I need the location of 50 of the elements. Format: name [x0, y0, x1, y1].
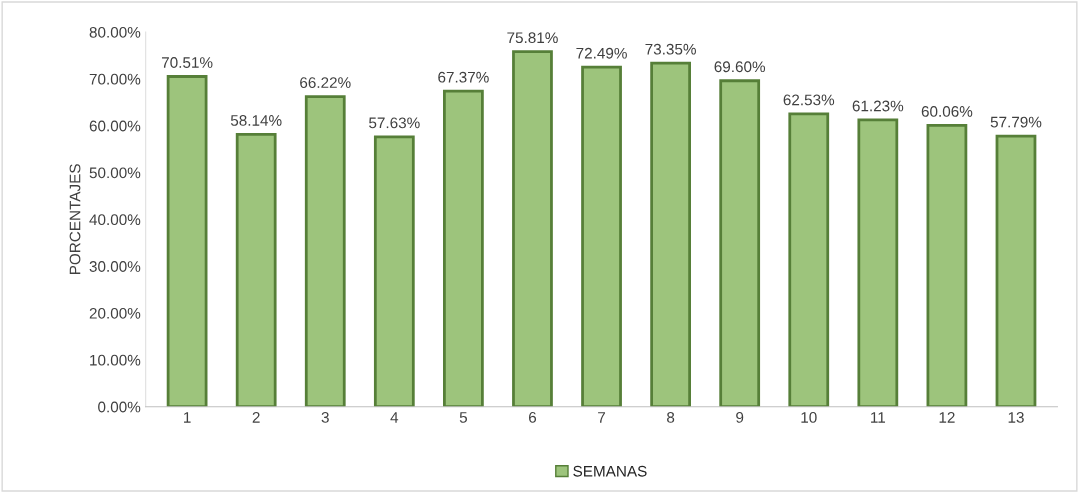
text: 72.49% [576, 47, 627, 59]
bar [235, 133, 277, 407]
text: 61.23% [852, 100, 904, 112]
x-tick-label: 13 [1008, 411, 1024, 423]
text: 62.53% [783, 94, 835, 106]
bar [166, 75, 208, 407]
y-tick-label: 40.00% [89, 214, 141, 226]
x-tick-label: 9 [736, 411, 744, 423]
bar [995, 134, 1037, 407]
text: 67.37% [438, 71, 489, 83]
bar [581, 65, 622, 407]
y-tick-label: 10.00% [90, 354, 141, 366]
text: 58.14% [230, 115, 282, 126]
x-tick-label: 1 [184, 412, 191, 423]
x-tick-label: 8 [667, 411, 675, 423]
text: 70.51% [161, 57, 213, 68]
x-tick-label: 4 [390, 412, 399, 423]
y-tick-label: 30.00% [89, 261, 141, 272]
y-tick-label: 20.00% [89, 307, 141, 319]
y-axis-title: PORCENTAJES [69, 164, 81, 275]
x-tick-label: 5 [459, 412, 468, 423]
x-tick-label: 7 [598, 412, 606, 423]
y-tick-label: 60.00% [89, 120, 141, 132]
text: 69.60% [714, 61, 766, 73]
x-tick-label: 3 [321, 411, 329, 423]
text: 73.35% [645, 43, 696, 55]
text: 57.79% [990, 116, 1042, 128]
bar [650, 61, 691, 407]
y-tick-label: 80.00% [89, 26, 141, 38]
bar [373, 135, 415, 407]
y-tick-label: 70.00% [89, 73, 141, 85]
text: 75.81% [507, 32, 558, 44]
text: 57.63% [369, 117, 420, 129]
x-tick-label: 11 [871, 412, 886, 423]
bar [788, 112, 830, 407]
text: 66.22% [300, 77, 351, 89]
x-tick-label: 6 [529, 411, 537, 423]
x-tick-label: 12 [939, 411, 955, 423]
x-tick-label: 10 [801, 411, 817, 423]
x-tick-label: 2 [252, 411, 260, 423]
y-tick-label: 50.00% [89, 167, 141, 179]
bar [512, 50, 553, 407]
bar [443, 89, 484, 407]
bar [857, 118, 899, 407]
bar [926, 124, 968, 407]
legend-label: SEMANAS [573, 465, 647, 477]
bar [304, 95, 346, 407]
bar [719, 79, 761, 407]
text: 60.06% [921, 106, 973, 117]
y-tick-label: 0.00% [98, 401, 141, 413]
